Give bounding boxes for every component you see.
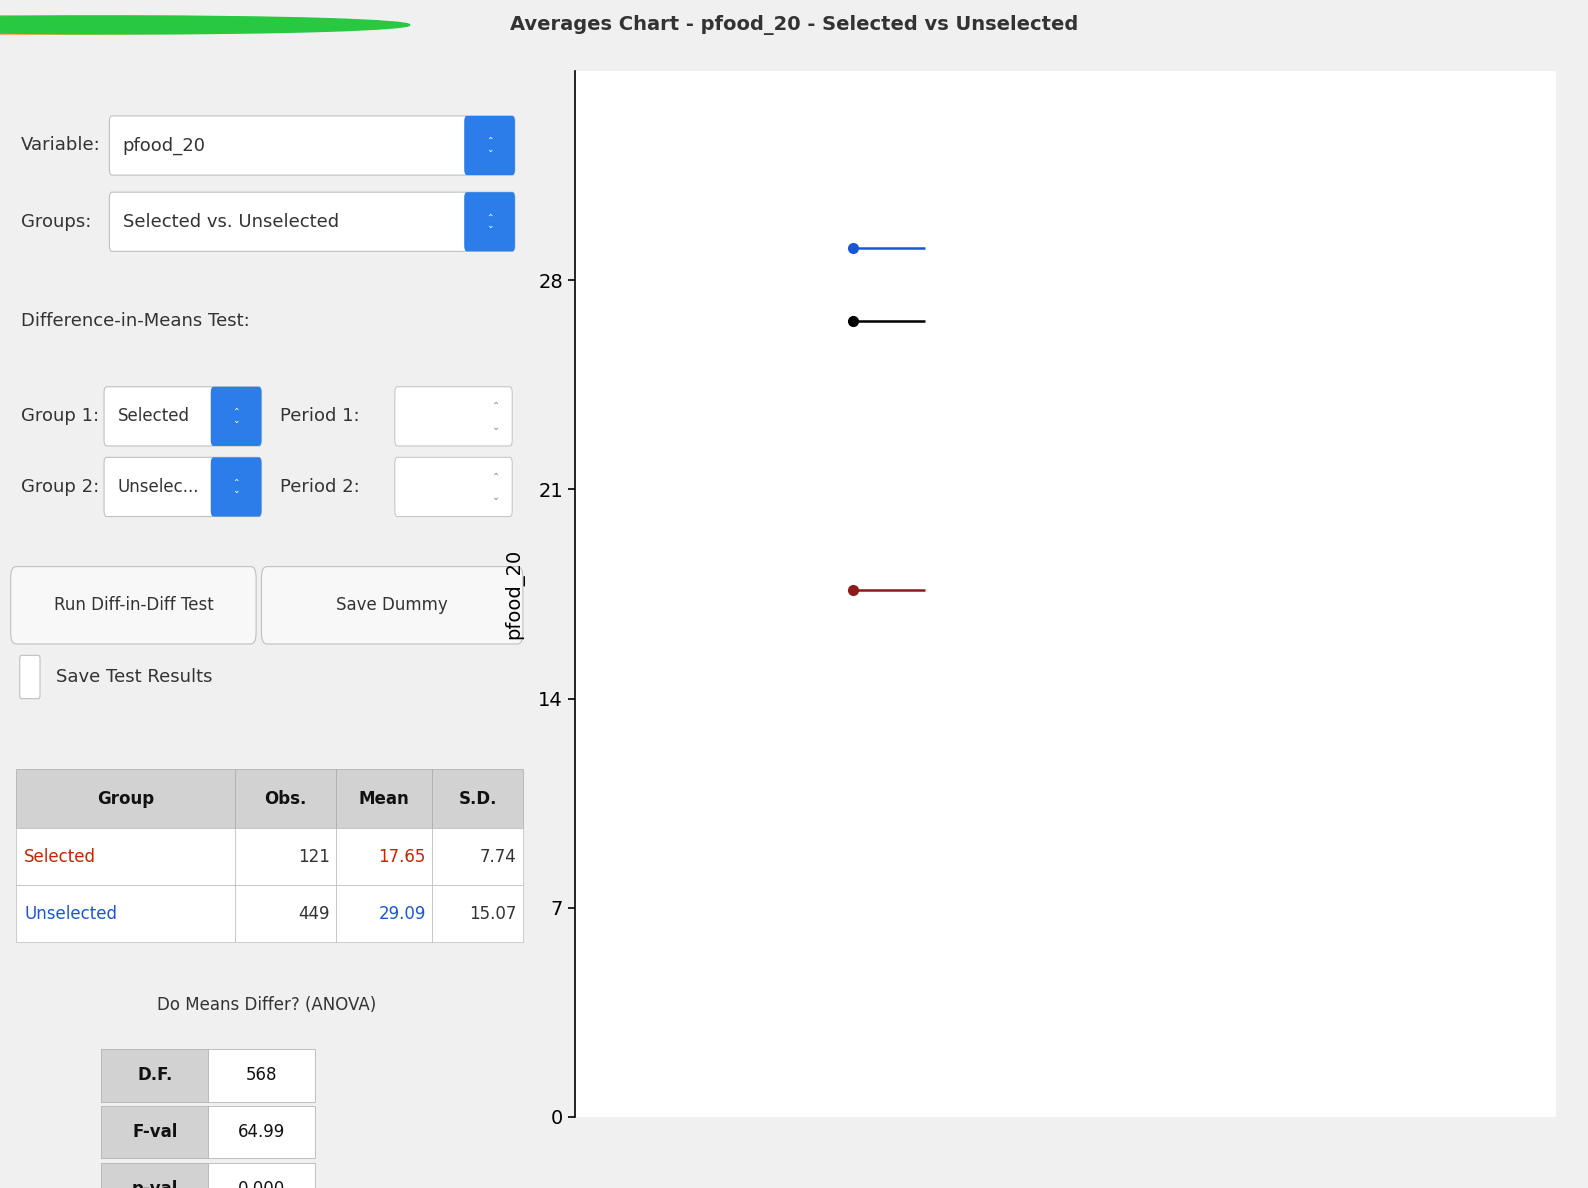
FancyBboxPatch shape <box>432 828 522 885</box>
Text: ⌃
⌄: ⌃ ⌄ <box>486 214 494 230</box>
FancyBboxPatch shape <box>19 656 40 699</box>
Text: Period 2:: Period 2: <box>279 478 360 495</box>
Text: 449: 449 <box>299 905 330 923</box>
FancyBboxPatch shape <box>211 387 262 446</box>
FancyBboxPatch shape <box>16 828 235 885</box>
Text: Unselected: Unselected <box>24 905 118 923</box>
Text: Group 2:: Group 2: <box>21 478 100 495</box>
FancyBboxPatch shape <box>432 769 522 828</box>
Text: Save Test Results: Save Test Results <box>56 668 213 685</box>
Y-axis label: pfood_20: pfood_20 <box>505 549 524 639</box>
FancyBboxPatch shape <box>337 828 432 885</box>
Text: Variable:: Variable: <box>21 137 102 154</box>
FancyBboxPatch shape <box>110 192 515 252</box>
Text: ⌃: ⌃ <box>492 400 500 411</box>
Text: 7.74: 7.74 <box>480 848 516 866</box>
FancyBboxPatch shape <box>208 1163 314 1188</box>
FancyBboxPatch shape <box>395 457 513 517</box>
FancyBboxPatch shape <box>102 1163 208 1188</box>
Text: ⌃
⌄: ⌃ ⌄ <box>232 407 240 424</box>
Text: Unselec...: Unselec... <box>118 478 198 495</box>
FancyBboxPatch shape <box>395 387 513 446</box>
Text: Group: Group <box>97 790 154 808</box>
Text: F-val: F-val <box>132 1123 178 1142</box>
Text: 17.65: 17.65 <box>378 848 426 866</box>
FancyBboxPatch shape <box>110 116 515 175</box>
Text: ⌄: ⌄ <box>492 422 500 432</box>
Circle shape <box>0 15 314 34</box>
Text: ⌄: ⌄ <box>492 493 500 503</box>
FancyBboxPatch shape <box>262 567 522 644</box>
Text: 121: 121 <box>299 848 330 866</box>
FancyBboxPatch shape <box>11 567 256 644</box>
Text: 0.000: 0.000 <box>238 1180 286 1188</box>
Text: 15.07: 15.07 <box>468 905 516 923</box>
Text: Selected: Selected <box>118 407 189 425</box>
Text: Period 1:: Period 1: <box>279 407 360 425</box>
Text: Save Dummy: Save Dummy <box>337 596 448 614</box>
Text: D.F.: D.F. <box>137 1067 173 1085</box>
Circle shape <box>0 15 410 34</box>
FancyBboxPatch shape <box>102 1049 208 1101</box>
Text: Run Diff-in-Diff Test: Run Diff-in-Diff Test <box>54 596 213 614</box>
FancyBboxPatch shape <box>464 116 515 175</box>
Text: Obs.: Obs. <box>264 790 306 808</box>
Text: Difference-in-Means Test:: Difference-in-Means Test: <box>21 311 249 330</box>
FancyBboxPatch shape <box>102 1106 208 1158</box>
Text: S.D.: S.D. <box>459 790 497 808</box>
Text: Groups:: Groups: <box>21 213 92 230</box>
FancyBboxPatch shape <box>235 769 337 828</box>
Text: Averages Chart - pfood_20 - Selected vs Unselected: Averages Chart - pfood_20 - Selected vs … <box>510 15 1078 34</box>
FancyBboxPatch shape <box>235 885 337 942</box>
FancyBboxPatch shape <box>464 192 515 252</box>
Text: Selected vs. Unselected: Selected vs. Unselected <box>122 213 338 230</box>
Text: Mean: Mean <box>359 790 410 808</box>
FancyBboxPatch shape <box>337 885 432 942</box>
FancyBboxPatch shape <box>432 885 522 942</box>
Text: 568: 568 <box>246 1067 278 1085</box>
Text: p-val: p-val <box>132 1180 178 1188</box>
FancyBboxPatch shape <box>16 769 235 828</box>
FancyBboxPatch shape <box>208 1106 314 1158</box>
Circle shape <box>0 15 362 34</box>
Text: ⌃
⌄: ⌃ ⌄ <box>486 137 494 153</box>
Text: ⌃
⌄: ⌃ ⌄ <box>232 479 240 495</box>
Text: pfood_20: pfood_20 <box>122 137 206 154</box>
Text: Selected: Selected <box>24 848 95 866</box>
FancyBboxPatch shape <box>105 387 262 446</box>
FancyBboxPatch shape <box>105 457 262 517</box>
Text: ⌃: ⌃ <box>492 472 500 481</box>
FancyBboxPatch shape <box>337 769 432 828</box>
Text: 64.99: 64.99 <box>238 1123 286 1142</box>
FancyBboxPatch shape <box>208 1049 314 1101</box>
Text: Group 1:: Group 1: <box>21 407 100 425</box>
Text: 29.09: 29.09 <box>378 905 426 923</box>
FancyBboxPatch shape <box>235 828 337 885</box>
FancyBboxPatch shape <box>211 457 262 517</box>
Text: Do Means Differ? (ANOVA): Do Means Differ? (ANOVA) <box>157 996 376 1013</box>
FancyBboxPatch shape <box>16 885 235 942</box>
